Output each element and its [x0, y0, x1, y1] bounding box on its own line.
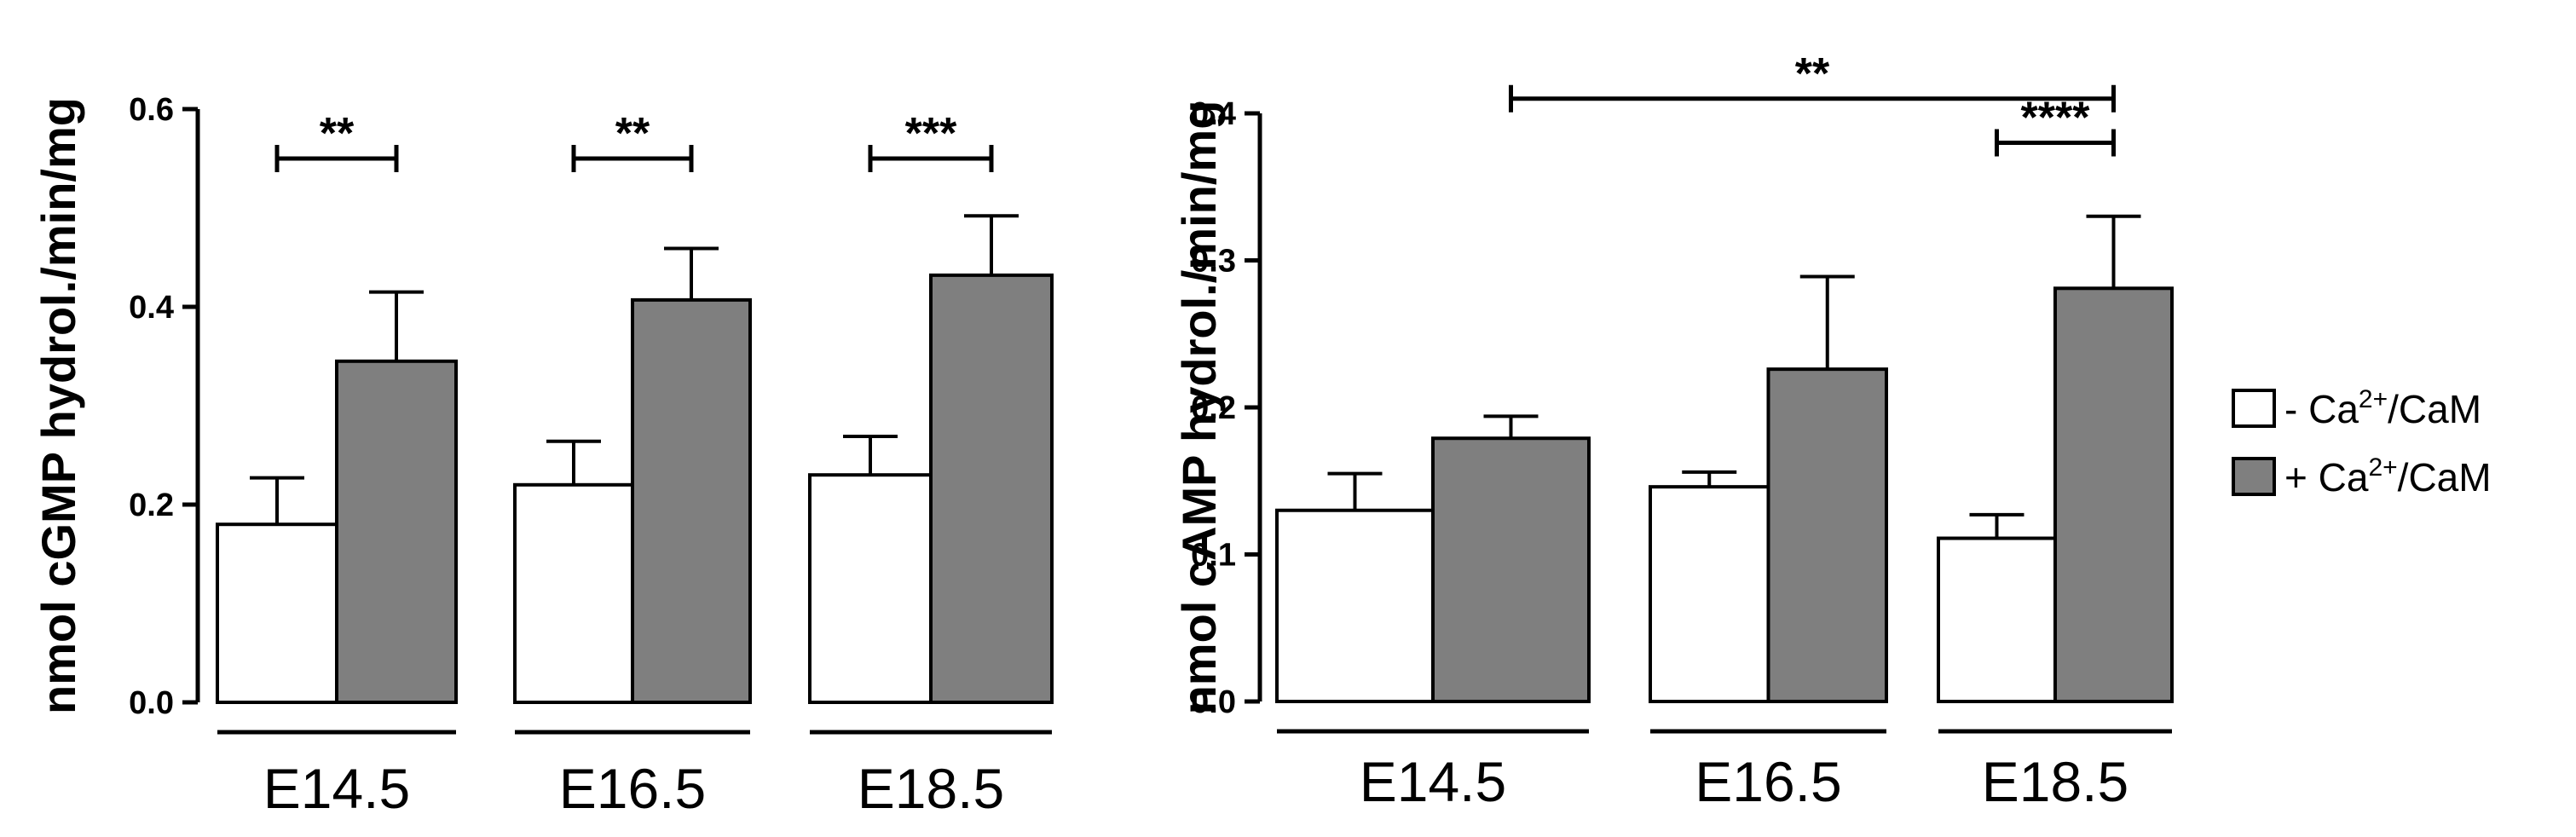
significance-label: *** [905, 109, 957, 159]
y-tick-label: 0.0 [1191, 684, 1236, 720]
y-tick-label: 0.0 [129, 685, 174, 721]
legend-label-minus: - Ca2+/CaM [2284, 385, 2481, 431]
legend-swatch-plus [2232, 457, 2276, 496]
y-tick-label: 0.2 [129, 488, 174, 523]
cgmp-chart: 0.0 0.2 0.4 0.6 nmol cGMP hydrol./min/mg E14.… [32, 92, 1054, 820]
significance-label: ** [1795, 49, 1830, 99]
camp-bar-e18-5-minus [1937, 536, 2057, 704]
y-tick-label: 0.4 [129, 290, 174, 326]
y-tick-label: 0.2 [1191, 390, 1236, 426]
y-tick-label: 0.4 [1191, 96, 1236, 132]
category-label: E16.5 [1695, 750, 1841, 813]
camp-bar-e16-5-minus [1649, 485, 1770, 704]
cgmp-bar-e18-5-minus [808, 473, 933, 704]
camp-bar-e18-5-plus [2053, 286, 2174, 703]
y-axis-title: nmol cAMP hydrol./min/mg [1172, 101, 1226, 715]
cgmp-bar-e18-5-plus [929, 273, 1054, 704]
legend-swatch-minus [2232, 389, 2276, 428]
category-label: E18.5 [1982, 750, 2128, 813]
cgmp-bar-e14-5-minus [216, 522, 338, 705]
y-tick-label: 0.3 [1191, 244, 1236, 280]
category-label: E14.5 [263, 757, 410, 820]
cgmp-bar-e16-5-plus [631, 297, 752, 704]
legend-label-plus: + Ca2+/CaM [2284, 453, 2492, 499]
category-label: E16.5 [559, 757, 706, 820]
significance-label: **** [2021, 94, 2091, 143]
y-tick-label: 0.6 [129, 92, 174, 128]
camp-bar-e16-5-plus [1766, 367, 1888, 703]
cgmp-bar-e16-5-minus [513, 482, 634, 704]
significance-label: ** [320, 109, 355, 159]
significance-label: ** [615, 109, 650, 159]
camp-bar-e14-5-minus [1275, 508, 1435, 703]
y-tick-label: 0.1 [1191, 538, 1236, 574]
category-label: E18.5 [858, 757, 1004, 820]
legend: - Ca2+/CaM + Ca2+/CaM [2232, 385, 2492, 499]
y-axis-title: nmol cGMP hydrol./min/mg [32, 97, 85, 714]
category-label: E14.5 [1360, 750, 1506, 813]
camp-bar-e14-5-plus [1431, 436, 1591, 703]
cgmp-bar-e14-5-plus [335, 359, 458, 704]
